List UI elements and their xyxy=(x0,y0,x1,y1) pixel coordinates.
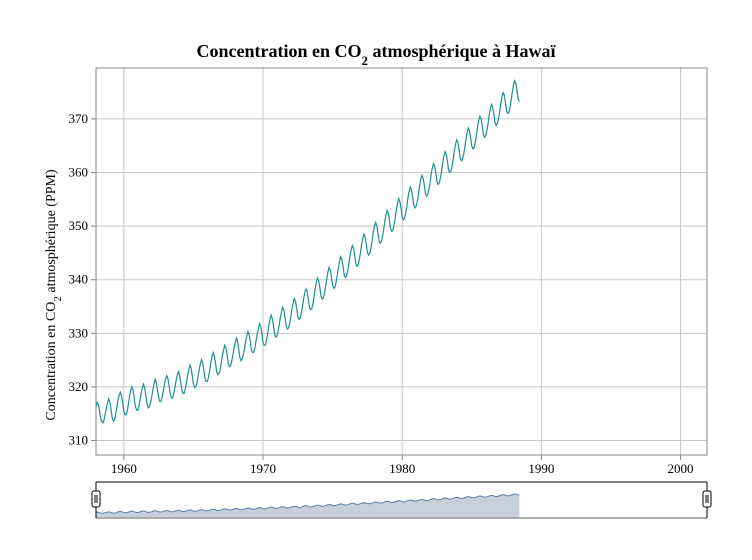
y-tick-label: 370 xyxy=(69,111,89,126)
y-tick-label: 350 xyxy=(69,218,89,233)
y-tick-label: 340 xyxy=(69,272,89,287)
navigator-mini-line xyxy=(95,493,520,514)
x-axis: 1960 1970 1980 1990 2000 xyxy=(111,455,694,476)
navigator-mini-area xyxy=(96,494,520,517)
x-tick-label: 1990 xyxy=(528,461,554,476)
co2-series-line xyxy=(95,79,520,424)
y-tick-label: 320 xyxy=(69,379,89,394)
x-tick-label: 1970 xyxy=(250,461,276,476)
x-tick-label: 1960 xyxy=(111,461,137,476)
y-tick-label: 310 xyxy=(69,433,89,448)
grid-lines xyxy=(96,68,707,455)
x-tick-label: 2000 xyxy=(668,461,694,476)
range-navigator[interactable] xyxy=(91,481,712,519)
x-tick-label: 1980 xyxy=(389,461,415,476)
plot-area: 1960 1970 1980 1990 2000 3103203303403503603… xyxy=(69,67,708,476)
y-tick-label: 330 xyxy=(69,325,89,340)
navigator-left-handle[interactable] xyxy=(91,490,101,508)
plot-frame xyxy=(95,67,708,456)
y-axis-label: Concentration en CO2 atmosphérique (PPM) xyxy=(44,169,64,421)
y-tick-label: 360 xyxy=(69,165,89,180)
chart-title: Concentration en CO2 atmosphérique à Haw… xyxy=(196,41,556,68)
navigator-right-handle[interactable] xyxy=(702,490,712,508)
y-axis: 310 320 330 340 350 360 370 xyxy=(69,111,96,448)
